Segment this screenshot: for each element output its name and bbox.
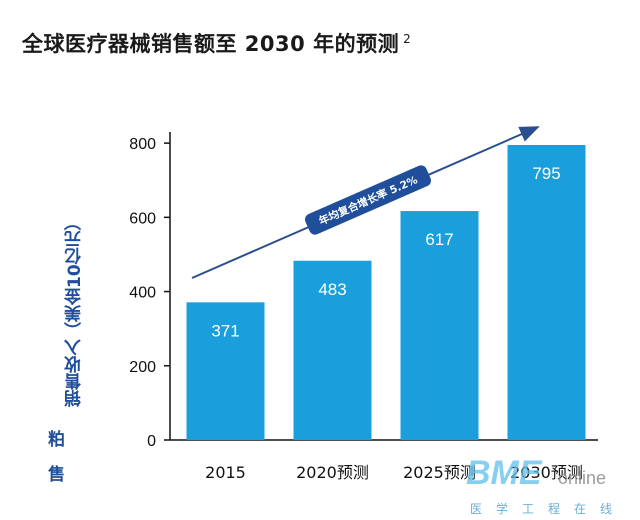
x-category-label: 2020预测: [296, 463, 369, 482]
bar-value-label: 371: [211, 321, 239, 340]
bar: [293, 260, 372, 440]
bar: [507, 144, 586, 440]
trend-annotation: 年均复合增长率 5.2%: [191, 126, 540, 279]
watermark: BME online 医学工程在线: [462, 452, 640, 520]
bars-group: 371 2015 483 2020预测 617 2025预测 795 2030预测: [186, 144, 586, 482]
y-tick-label: 800: [129, 136, 156, 153]
bar: [186, 302, 265, 440]
y-tick-label: 200: [129, 359, 156, 376]
chart-title-text: 全球医疗器械销售额至 2030 年的预测: [22, 32, 400, 56]
y-tick-label: 600: [129, 210, 156, 227]
cropped-label-char-1: 粕: [48, 430, 65, 450]
watermark-online-text: online: [558, 468, 607, 488]
chart-title: 全球医疗器械销售额至 2030 年的预测 2: [22, 28, 411, 58]
x-category-label: 2015: [205, 463, 246, 482]
watermark-logo-text: BME: [466, 454, 542, 492]
cropped-label-char-2: 售: [48, 465, 65, 485]
bar-value-label: 483: [318, 280, 346, 299]
bar: [400, 211, 479, 440]
title-footnote-marker: 2: [403, 32, 412, 46]
y-tick-label: 400: [129, 285, 156, 302]
bar-value-label: 795: [532, 164, 560, 183]
watermark-subtitle: 医学工程在线: [470, 502, 627, 516]
bar-value-label: 617: [425, 230, 453, 249]
x-category-label: 2030预测: [510, 463, 583, 482]
trend-badge-background: [305, 165, 431, 235]
x-category-label: 2025预测: [403, 463, 476, 482]
y-tick-label: 0: [147, 433, 156, 450]
